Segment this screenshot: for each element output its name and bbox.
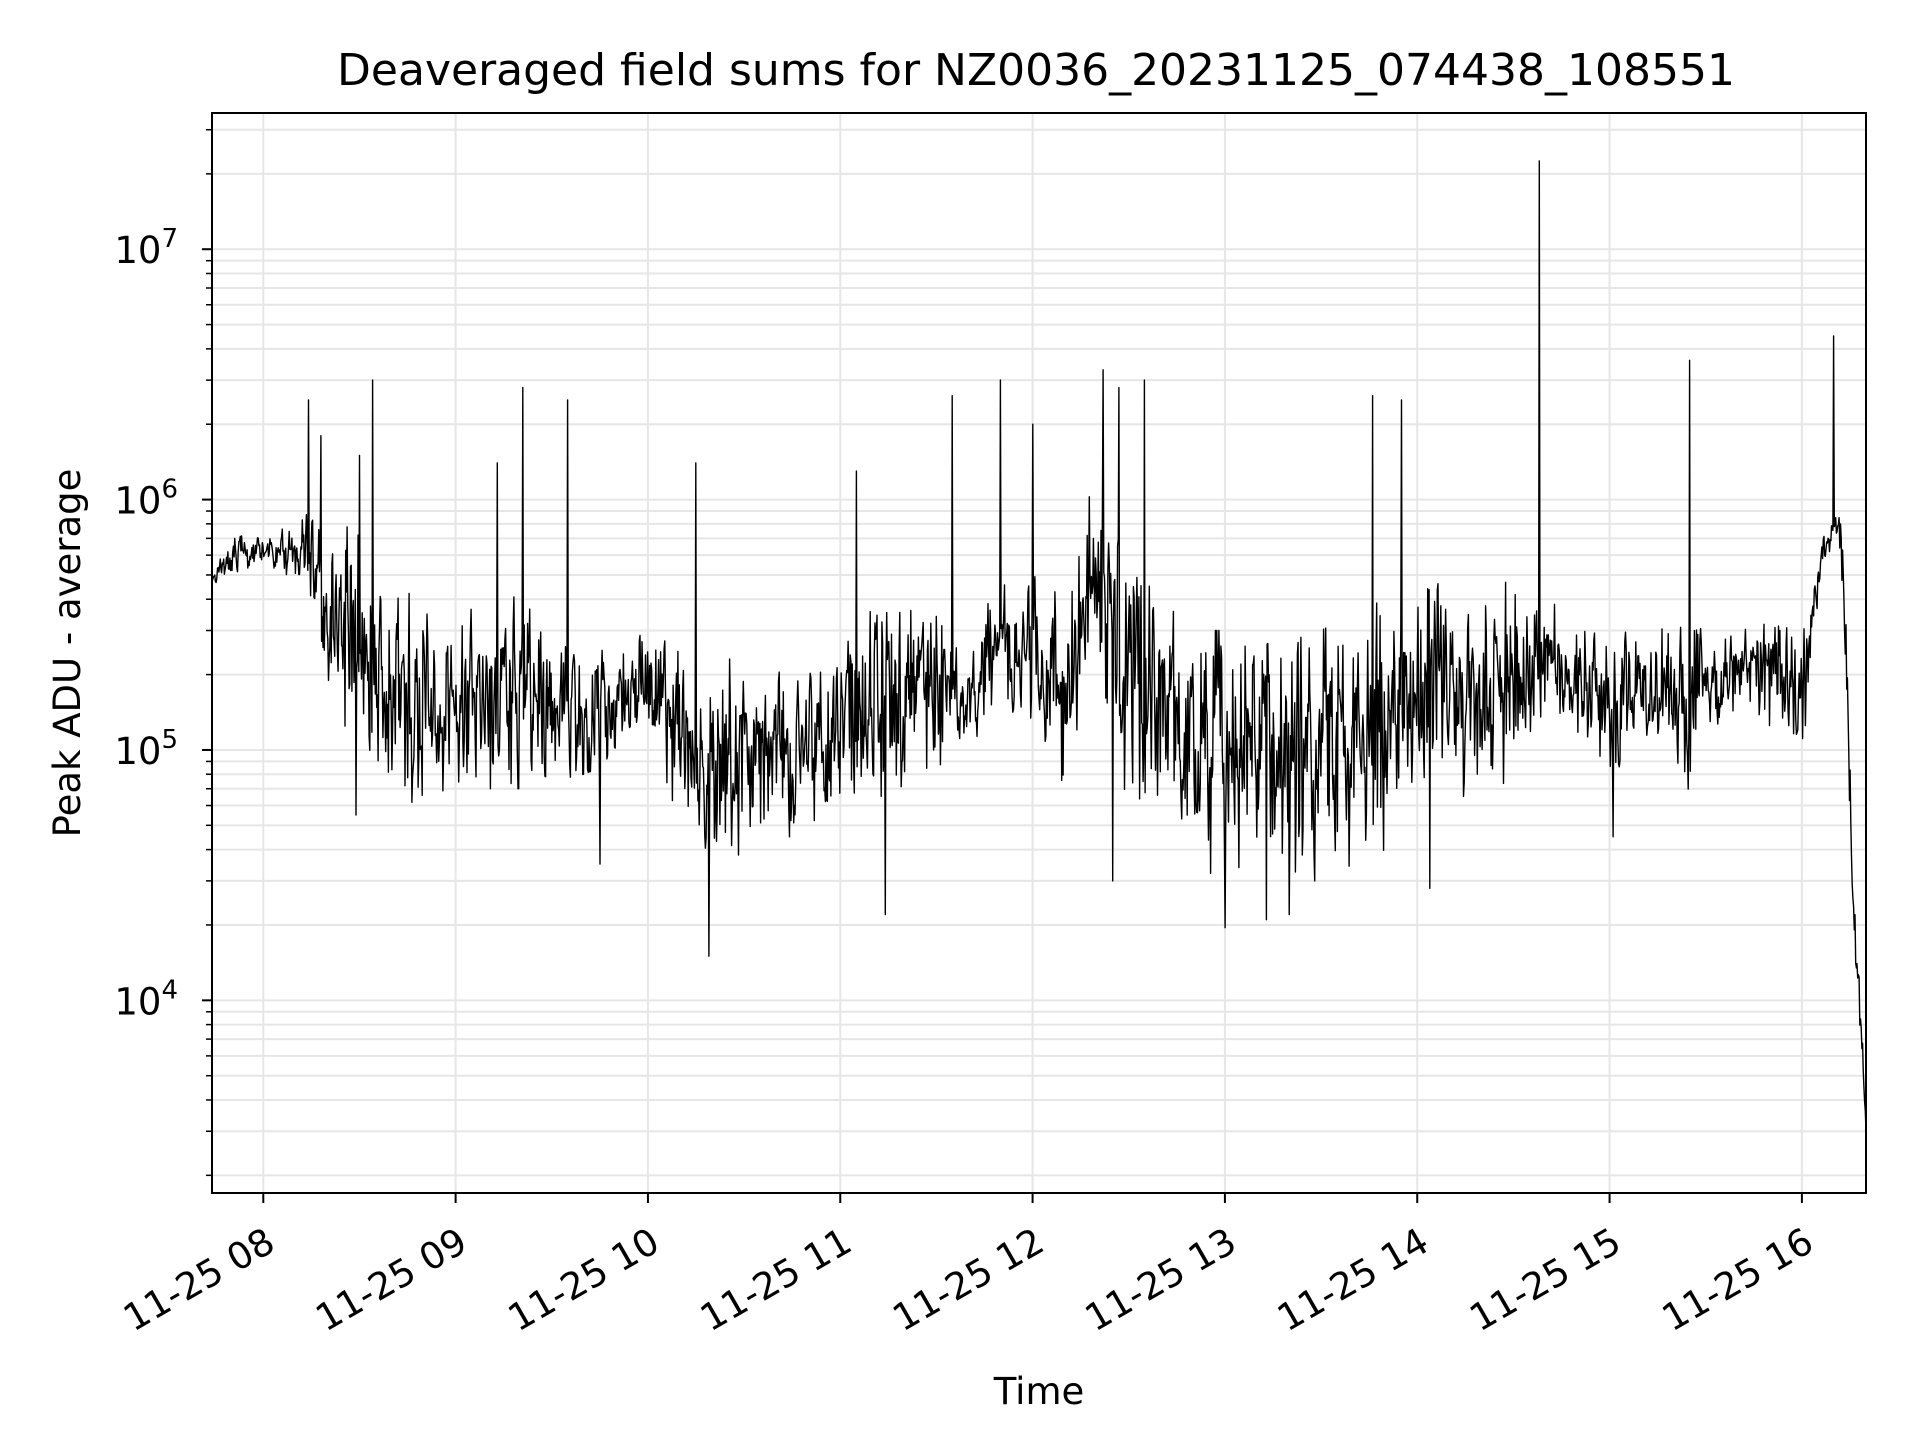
y-tick-label: 104 xyxy=(114,975,178,1023)
plot-frame xyxy=(211,112,1867,1194)
series-line xyxy=(211,160,1867,1132)
series xyxy=(211,160,1867,1132)
y-tick-label: 106 xyxy=(114,475,178,523)
y-axis-label: Peak ADU - average xyxy=(46,469,89,838)
chart-title: Deaveraged field sums for NZ0036_2023112… xyxy=(337,45,1735,96)
x-axis-label: Time xyxy=(993,1370,1085,1413)
y-axis: 104 105 106 107 xyxy=(114,129,212,1177)
y-tick-label: 105 xyxy=(114,725,178,773)
grid xyxy=(212,113,1866,1193)
y-tick-label: 107 xyxy=(114,224,178,272)
